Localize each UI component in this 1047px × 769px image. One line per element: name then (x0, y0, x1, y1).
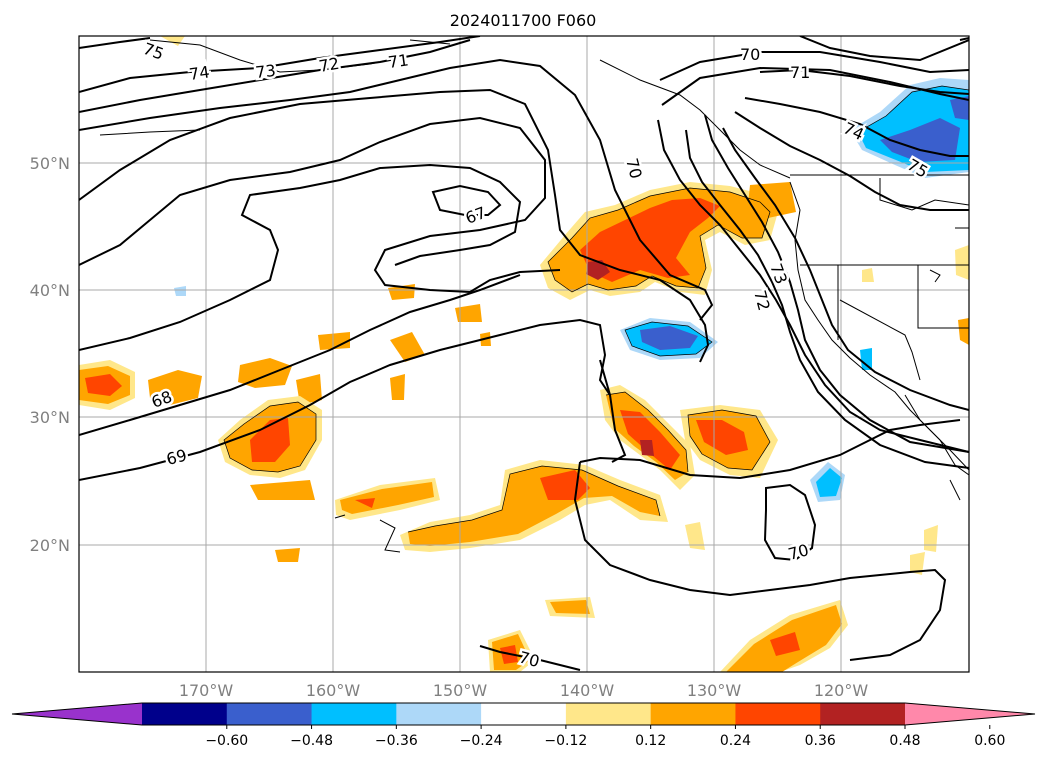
colorbar-tick-label: 0.60 (974, 733, 1005, 749)
lon-label: 170°W (179, 681, 234, 700)
height-contours (79, 36, 969, 671)
lat-label: 40°N (30, 281, 70, 300)
latitude-labels: 50°N 40°N 30°N 20°N (30, 154, 70, 555)
coastlines (99, 39, 969, 553)
colorbar-tick-label: −0.36 (375, 733, 418, 749)
positive-anomaly-shading (79, 36, 969, 672)
colorbar-swatch (311, 703, 397, 725)
contour-label: 70 (740, 45, 760, 64)
colorbar-tick-label: −0.12 (544, 733, 587, 749)
contour-label: 71 (387, 50, 410, 72)
colorbar-tick-label: −0.48 (290, 733, 333, 749)
contour-label: 71 (790, 63, 810, 82)
colorbar-swatch (735, 703, 821, 725)
graticule (79, 36, 969, 672)
colorbar-extend-min (12, 703, 142, 725)
longitude-labels: 170°W 160°W 150°W 140°W 130°W 120°W (179, 681, 869, 700)
contour-label: 74 (188, 62, 211, 84)
colorbar-swatch (565, 703, 652, 725)
lon-label: 160°W (306, 681, 361, 700)
colorbar-swatch (396, 703, 482, 725)
colorbar: −0.60 −0.48 −0.36 −0.24 −0.12 0.12 0.24 0.36 0.4… (11, 702, 1036, 749)
lon-label: 140°W (560, 681, 615, 700)
colorbar-tick-label: 0.36 (805, 733, 836, 749)
lat-label: 20°N (30, 536, 70, 555)
lat-label: 50°N (30, 154, 70, 173)
colorbar-tick-label: 0.24 (720, 733, 751, 749)
colorbar-swatch (226, 703, 313, 725)
colorbar-outline (11, 702, 1036, 726)
lat-label: 30°N (30, 408, 70, 427)
lon-label: 120°W (814, 681, 869, 700)
colorbar-swatch (820, 703, 906, 725)
anomaly-outlines (223, 85, 969, 533)
contour-label: 73 (254, 61, 276, 82)
map-frame (78, 35, 970, 673)
colorbar-tick-label: −0.60 (205, 733, 248, 749)
map-area: 75 74 73 72 71 70 71 74 75 70 67 73 72 6… (79, 36, 969, 672)
colorbar-tick-label: 0.12 (635, 733, 666, 749)
contour-label: 72 (317, 54, 340, 76)
colorbar-swatch (481, 703, 567, 725)
colorbar-swatch (650, 703, 736, 725)
colorbar-extend-max (905, 703, 1035, 725)
map-title: 2024011700 F060 (450, 11, 597, 30)
lon-label: 130°W (687, 681, 742, 700)
colorbar-tick-label: −0.24 (460, 733, 503, 749)
colorbar-swatch (142, 703, 228, 725)
lon-label: 150°W (433, 681, 488, 700)
colorbar-tick-label: 0.48 (889, 733, 920, 749)
